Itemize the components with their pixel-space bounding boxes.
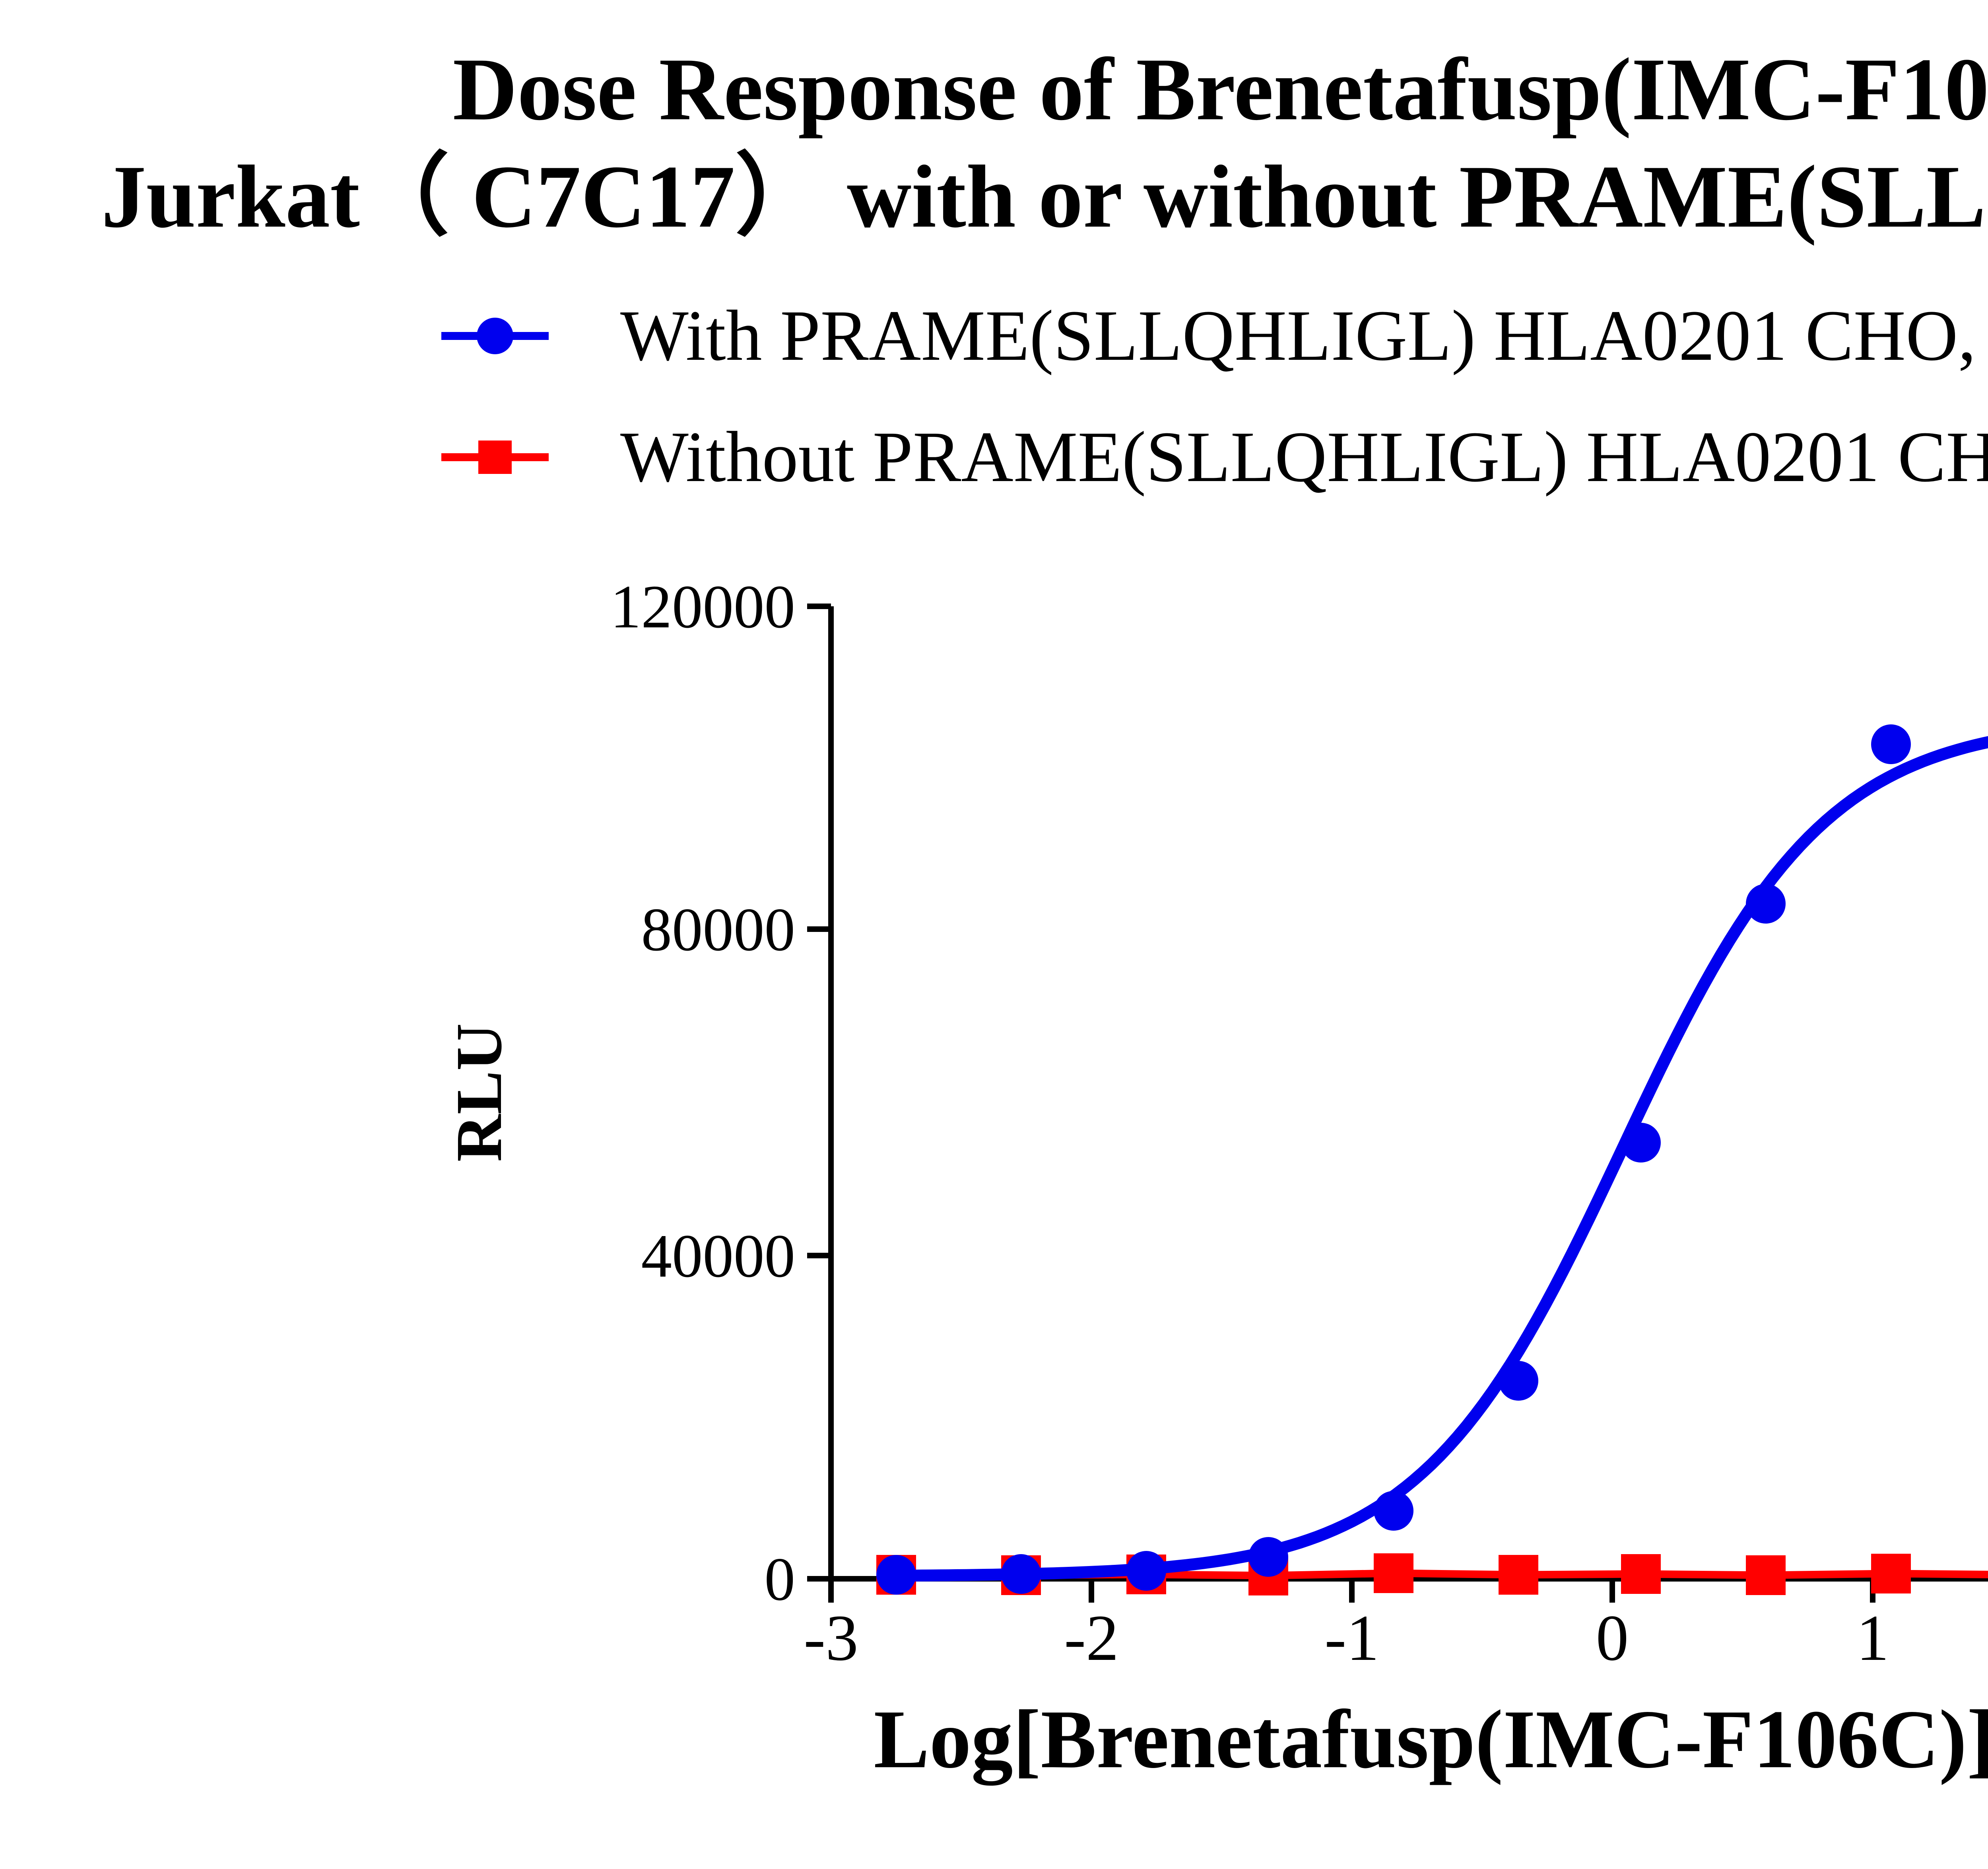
svg-text:40000: 40000 [641,1222,796,1290]
svg-text:-2: -2 [1064,1601,1118,1674]
svg-text:Without PRAME(SLLQHLIGL) HLA02: Without PRAME(SLLQHLIGL) HLA0201 CHO, EC… [620,417,1988,497]
svg-text:0: 0 [1596,1601,1629,1674]
svg-text:Dose Response of Brenetafusp(I: Dose Response of Brenetafusp(IMC-F106C) … [453,39,1988,139]
svg-text:Jurkat（ C7C17） with or withou: Jurkat（ C7C17） with or without PRAME(SLL… [101,147,1988,246]
svg-text:Log[Brenetafusp(IMC-F106C)] ng: Log[Brenetafusp(IMC-F106C)] ng/ml [874,1693,1988,1786]
svg-text:-3: -3 [804,1601,858,1674]
svg-text:0: 0 [765,1545,796,1613]
svg-text:80000: 80000 [641,895,796,964]
svg-text:-1: -1 [1324,1601,1379,1674]
svg-text:With PRAME(SLLQHLIGL) HLA0201: With PRAME(SLLQHLIGL) HLA0201 CHO, EC50 … [620,296,1988,376]
svg-text:1: 1 [1856,1601,1889,1674]
svg-text:RLU: RLU [443,1023,515,1162]
svg-text:120000: 120000 [610,573,795,641]
